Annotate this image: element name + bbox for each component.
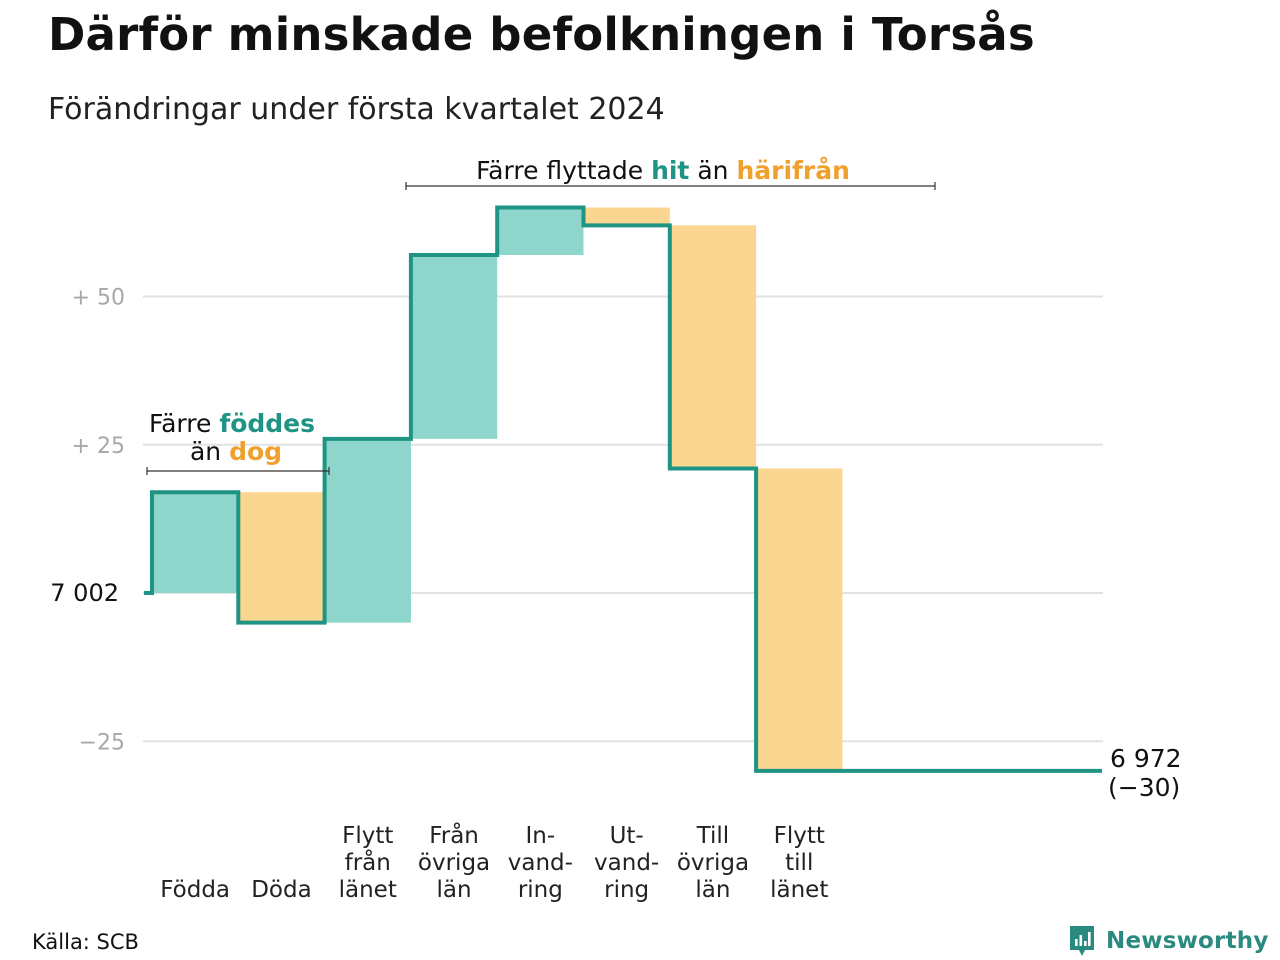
x-category-label: Döda [251,877,311,903]
y-tick-label: 7 002 [50,579,119,607]
chart-subtitle: Förändringar under första kvartalet 2024 [48,92,665,127]
chart-title: Därför minskade befolkningen i Torsås [48,8,1035,61]
y-tick-label: + 25 [72,434,125,459]
bar [497,207,584,255]
bar [669,225,757,469]
x-category-label: Flytt till länet [770,823,828,903]
brand-logo: Newsworthy [1068,924,1269,958]
bar [152,492,239,593]
waterfall-chart: + 50 + 25 7 002 −25 Födda Döda Flytt från länet F… [50,156,1182,903]
bar [410,254,498,439]
bar [583,207,670,226]
running-total-line [144,205,1102,773]
source-note: Källa: SCB [32,930,139,954]
bar [238,492,325,623]
x-category-label: Födda [160,877,230,903]
x-category-label: Ut-vand-ring [594,823,659,903]
annotation-births-deaths: Färre föddes [149,409,315,438]
annotation-births-deaths-line2: än dog [190,437,282,466]
end-change-label: (−30) [1108,773,1180,802]
newsworthy-logo-icon [1070,926,1094,956]
bar [756,468,843,771]
y-tick-label: −25 [79,730,125,755]
end-value-label: 6 972 [1110,744,1182,773]
x-category-label: In-vand-ring [508,823,573,903]
x-category-label: Från övriga län [418,821,490,903]
annotation-migration: Färre flyttade hit än härifrån [476,156,850,185]
x-category-label: Till övriga län [677,823,749,903]
x-category-label: Flytt från länet [339,823,397,903]
brand-name: Newsworthy [1106,928,1269,954]
y-tick-label: + 50 [72,286,125,311]
bar [324,438,411,623]
